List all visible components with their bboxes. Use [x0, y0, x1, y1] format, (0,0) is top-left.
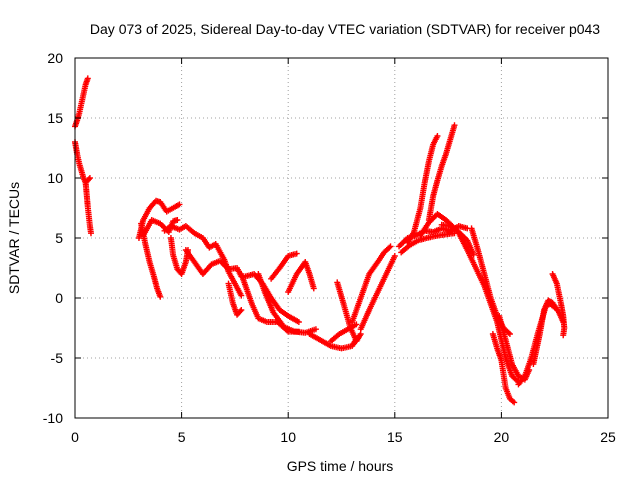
- data-point: [238, 292, 245, 299]
- data-point: [86, 175, 93, 181]
- x-tick-label: 5: [178, 429, 186, 445]
- data-point: [312, 326, 319, 333]
- data-point: [84, 75, 91, 82]
- data-point: [157, 293, 164, 300]
- data-point: [174, 217, 181, 223]
- data-point: [237, 308, 244, 315]
- data-point: [387, 243, 394, 250]
- x-tick-label: 25: [600, 429, 616, 445]
- chart-title: Day 073 of 2025, Sidereal Day-to-day VTE…: [90, 21, 600, 37]
- y-tick-label: -5: [51, 350, 64, 366]
- x-axis-label: GPS time / hours: [287, 458, 394, 474]
- data-point: [506, 331, 513, 337]
- data-point: [310, 285, 317, 292]
- x-tick-label: 10: [280, 429, 296, 445]
- data-point: [560, 332, 567, 339]
- data-point: [238, 307, 245, 313]
- y-tick-label: -10: [43, 410, 63, 426]
- data-point: [293, 250, 300, 257]
- y-tick-label: 20: [47, 50, 63, 66]
- x-tick-label: 0: [71, 429, 79, 445]
- data-point: [386, 244, 393, 251]
- data-point: [353, 321, 360, 328]
- y-tick-label: 5: [55, 230, 63, 246]
- data-point: [87, 230, 94, 237]
- data-point: [434, 133, 441, 139]
- data-point: [451, 122, 458, 129]
- y-tick-label: 10: [47, 170, 63, 186]
- y-tick-label: 0: [55, 290, 63, 306]
- data-point: [176, 201, 183, 208]
- data-points: [72, 75, 568, 406]
- data-point: [85, 176, 92, 183]
- axis-ticks: 0 5 10 15 20 25 -10 -5 0 5 10 15 20: [43, 50, 616, 445]
- data-point: [511, 399, 518, 406]
- y-tick-label: 15: [47, 110, 63, 126]
- data-point: [391, 253, 398, 259]
- y-axis-label: SDTVAR / TECUs: [6, 182, 22, 294]
- x-tick-label: 15: [387, 429, 403, 445]
- x-tick-label: 20: [494, 429, 510, 445]
- data-point: [295, 319, 302, 325]
- grid-lines: [75, 58, 608, 418]
